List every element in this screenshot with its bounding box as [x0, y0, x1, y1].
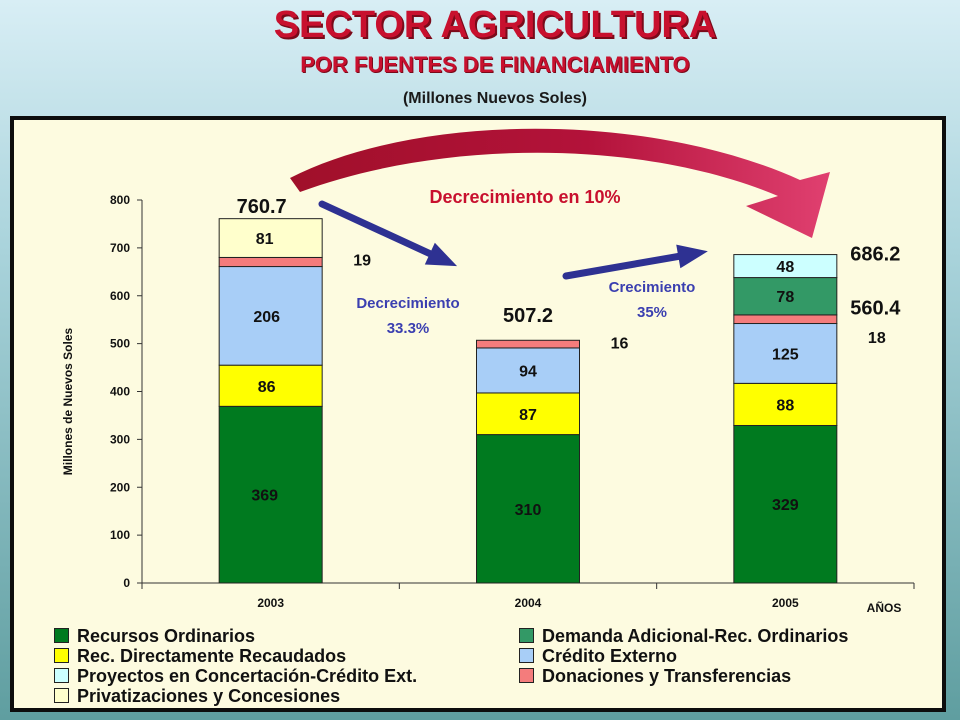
bar-segment	[476, 434, 580, 584]
units-label: (Millones Nuevos Soles)	[402, 90, 588, 107]
bar-segment	[733, 314, 838, 325]
y-tick-label: 400	[110, 385, 130, 399]
data-label: 48	[776, 259, 794, 276]
legend-swatch	[54, 647, 69, 663]
x-axis-title: AÑOS	[867, 600, 902, 615]
increase-arrow-icon-head	[676, 244, 708, 269]
bar-segment	[476, 347, 580, 394]
legend-swatch	[54, 667, 69, 683]
legend-swatch	[54, 687, 69, 703]
legend-swatch	[54, 627, 69, 643]
bar-segment	[218, 405, 323, 584]
annotation-increase-value: 35%	[637, 304, 667, 321]
data-label: 19	[353, 252, 371, 269]
data-label: 18	[868, 330, 886, 347]
increase-arrow-icon	[562, 249, 702, 280]
bar-segment	[218, 266, 323, 366]
legend-item: Rec. Directamente Recaudados	[54, 646, 346, 667]
bar-segment	[476, 392, 580, 436]
annotation-increase: Crecimiento	[609, 279, 696, 296]
data-label: 94	[519, 363, 537, 380]
total-label: 760.7	[237, 196, 287, 218]
y-tick-label: 0	[123, 576, 130, 590]
decrease-arrow-icon	[318, 200, 452, 266]
total-label: 686.2	[850, 243, 900, 265]
y-tick-label: 300	[110, 432, 130, 446]
data-label: 310	[515, 502, 542, 519]
legend-item: Crédito Externo	[519, 646, 677, 667]
data-label: 78	[776, 289, 794, 306]
total-label: 560.4	[850, 298, 901, 320]
annotation-decrease: Decrecimiento	[356, 295, 459, 312]
page-subtitle: POR FUENTES DE FINANCIAMIENTO	[300, 52, 690, 77]
y-axis-title: Millones de Nuevos Soles	[61, 327, 75, 475]
legend-swatch	[519, 667, 534, 683]
data-label: 16	[611, 335, 629, 352]
bar-segment	[733, 424, 838, 584]
y-tick-label: 700	[110, 241, 130, 255]
legend-label: Proyectos en Concertación-Crédito Ext.	[77, 666, 418, 686]
curved-arrow-icon	[290, 128, 830, 238]
y-tick-label: 800	[110, 193, 130, 207]
annotation-overall: Decrecimiento en 10%	[429, 187, 620, 207]
bar-segment	[218, 256, 323, 268]
y-tick-label: 100	[110, 528, 130, 542]
legend-label: Demanda Adicional-Rec. Ordinarios	[542, 626, 849, 646]
data-label: 86	[258, 379, 276, 396]
data-label: 369	[251, 488, 278, 505]
y-tick-label: 500	[110, 337, 130, 351]
bar-segment	[733, 323, 838, 384]
legend-label: Privatizaciones y Concesiones	[77, 686, 341, 706]
data-label: 206	[253, 309, 280, 326]
total-label: 507.2	[503, 305, 553, 327]
bar-segment	[733, 254, 838, 279]
bar-segment	[733, 277, 838, 316]
bar-segment	[476, 339, 580, 349]
data-label: 87	[519, 407, 537, 424]
data-label: 81	[256, 231, 274, 248]
data-label: 88	[776, 397, 794, 414]
y-tick-label: 600	[110, 289, 130, 303]
legend-swatch	[519, 647, 534, 663]
legend-label: Rec. Directamente Recaudados	[77, 646, 347, 666]
legend-swatch	[519, 627, 534, 643]
data-label: 125	[772, 346, 799, 363]
x-tick-label: 2003	[257, 596, 284, 610]
legend-item: Recursos Ordinarios	[54, 626, 255, 647]
bar-segment	[218, 218, 323, 258]
legend-label: Recursos Ordinarios	[77, 626, 256, 646]
bar-segment	[733, 382, 838, 426]
page-title: SECTOR AGRICULTURA	[273, 4, 717, 46]
bar-segment	[218, 364, 323, 407]
legend-label: Donaciones y Transferencias	[542, 666, 792, 686]
data-label: 329	[772, 497, 799, 514]
x-tick-label: 2004	[515, 596, 542, 610]
legend-label: Crédito Externo	[542, 646, 678, 666]
x-tick-label: 2005	[772, 596, 799, 610]
annotation-decrease-value: 33.3%	[387, 320, 430, 337]
legend-item: Proyectos en Concertación-Crédito Ext.	[54, 666, 417, 687]
legend-item: Privatizaciones y Concesiones	[54, 686, 340, 707]
legend-item: Demanda Adicional-Rec. Ordinarios	[519, 626, 848, 647]
y-tick-label: 200	[110, 480, 130, 494]
legend-item: Donaciones y Transferencias	[519, 666, 791, 687]
decrease-arrow-icon-head	[424, 242, 458, 267]
